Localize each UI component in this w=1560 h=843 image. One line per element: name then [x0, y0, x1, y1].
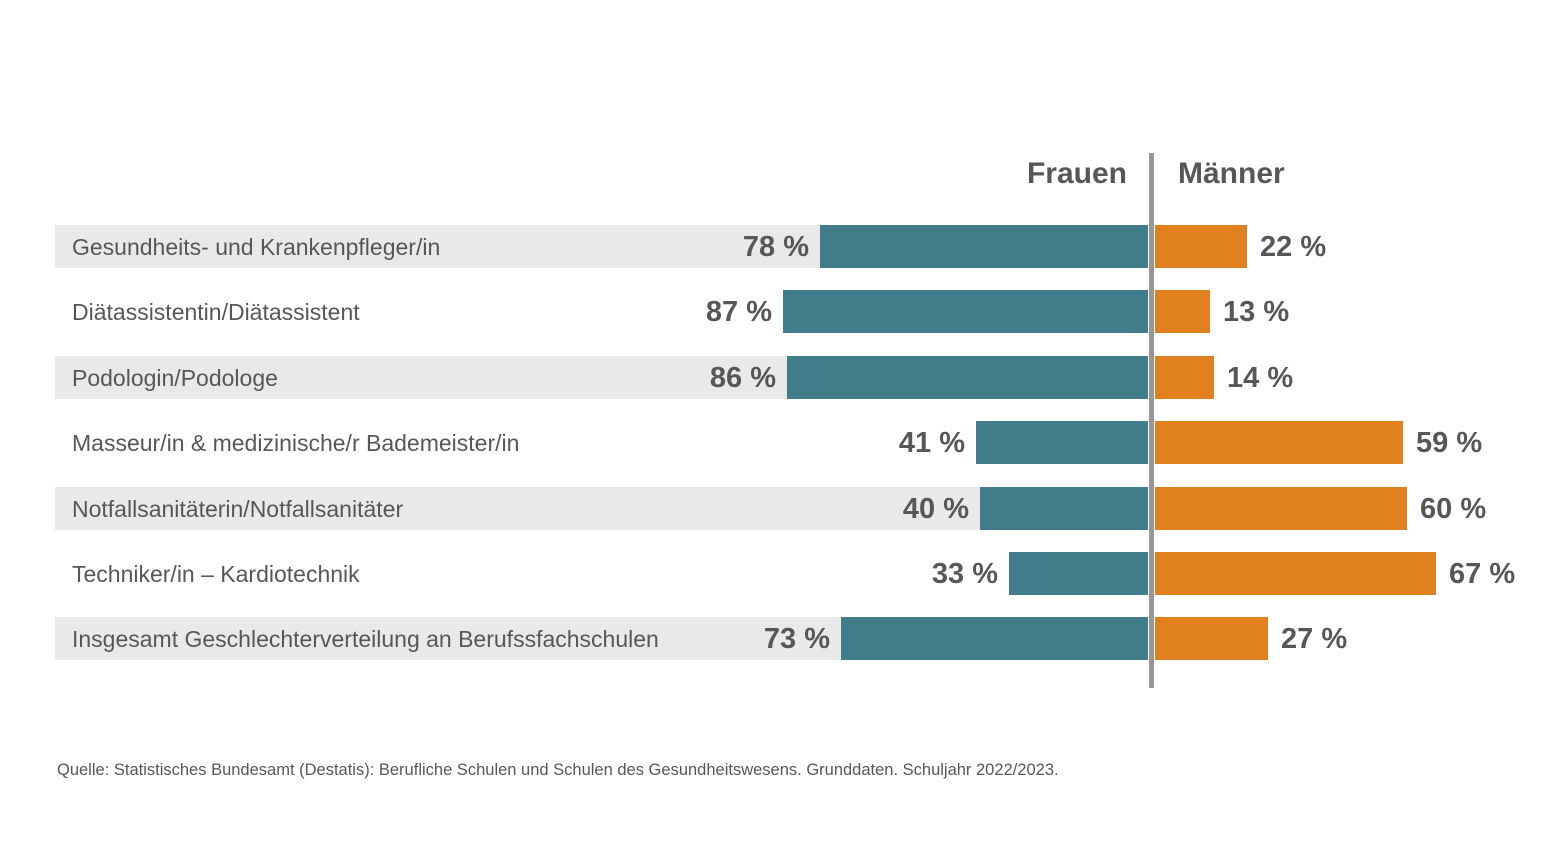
- maenner-value-label: 67 %: [1449, 558, 1516, 590]
- maenner-bar: [1155, 356, 1214, 399]
- category-label: Techniker/in – Kardiotechnik: [72, 561, 360, 587]
- center-divider-line: [1149, 153, 1154, 688]
- column-header-maenner: Männer: [1178, 157, 1285, 190]
- chart-row: Gesundheits- und Krankenpfleger/in 78 % 22…: [0, 225, 1560, 268]
- category-label: Notfallsanitäterin/Notfallsanitäter: [72, 496, 404, 522]
- frauen-bar: [841, 617, 1148, 660]
- frauen-bar: [787, 356, 1148, 399]
- category-label: Diätassistentin/Diätassistent: [72, 299, 360, 325]
- frauen-value-label: 78 %: [742, 231, 809, 263]
- maenner-value-label: 22 %: [1260, 231, 1327, 263]
- chart-row: Masseur/in & medizinische/r Bademeister/…: [0, 421, 1560, 464]
- frauen-value-label: 73 %: [763, 623, 830, 655]
- maenner-bar: [1155, 421, 1403, 464]
- maenner-bar: [1155, 487, 1407, 530]
- frauen-bar: [783, 290, 1148, 333]
- frauen-value-label: 33 %: [931, 558, 998, 590]
- frauen-value-label: 86 %: [709, 362, 776, 394]
- category-label: Gesundheits- und Krankenpfleger/in: [72, 234, 441, 260]
- maenner-bar: [1155, 617, 1268, 660]
- column-header-frauen: Frauen: [1026, 157, 1127, 190]
- chart-row: Insgesamt Geschlechterverteilung an Beru…: [0, 617, 1560, 660]
- source-text: Quelle: Statistisches Bundesamt (Destati…: [57, 761, 1059, 779]
- maenner-value-label: 13 %: [1223, 296, 1290, 328]
- frauen-value-label: 41 %: [898, 427, 965, 459]
- frauen-value-label: 87 %: [705, 296, 772, 328]
- frauen-bar: [820, 225, 1148, 268]
- frauen-value-label: 40 %: [902, 493, 969, 525]
- row-band: [55, 487, 1148, 530]
- category-label: Podologin/Podologe: [72, 365, 278, 391]
- category-label: Masseur/in & medizinische/r Bademeister/…: [72, 430, 520, 456]
- frauen-bar: [1009, 552, 1148, 595]
- maenner-value-label: 59 %: [1416, 427, 1483, 459]
- maenner-bar: [1155, 290, 1210, 333]
- chart-row: Notfallsanitäterin/Notfallsanitäter 40 % 6…: [0, 487, 1560, 530]
- chart-row: Podologin/Podologe 86 % 14 %: [0, 356, 1560, 399]
- maenner-value-label: 27 %: [1281, 623, 1348, 655]
- maenner-value-label: 60 %: [1420, 493, 1487, 525]
- chart-row: Diätassistentin/Diätassistent 87 % 13 %: [0, 290, 1560, 333]
- category-label: Insgesamt Geschlechterverteilung an Beru…: [72, 626, 659, 652]
- frauen-bar: [976, 421, 1148, 464]
- maenner-bar: [1155, 225, 1247, 268]
- chart-row: Techniker/in – Kardiotechnik 33 % 67 %: [0, 552, 1560, 595]
- maenner-value-label: 14 %: [1227, 362, 1294, 394]
- maenner-bar: [1155, 552, 1436, 595]
- frauen-bar: [980, 487, 1148, 530]
